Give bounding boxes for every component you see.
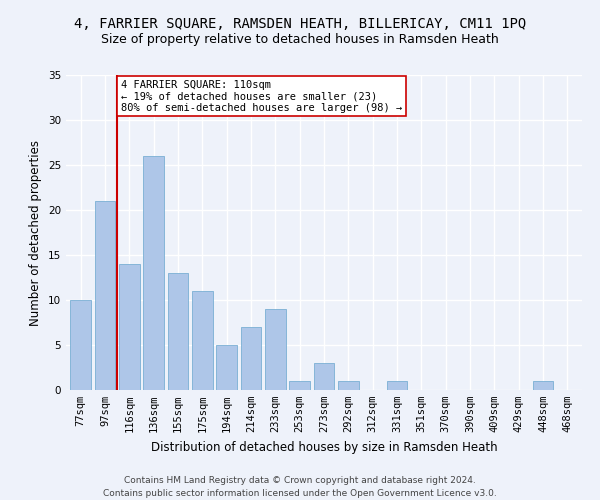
X-axis label: Distribution of detached houses by size in Ramsden Heath: Distribution of detached houses by size … — [151, 440, 497, 454]
Bar — [192, 291, 212, 390]
Bar — [289, 381, 310, 390]
Bar — [70, 300, 91, 390]
Bar — [386, 381, 407, 390]
Bar — [95, 201, 115, 390]
Text: 4 FARRIER SQUARE: 110sqm
← 19% of detached houses are smaller (23)
80% of semi-d: 4 FARRIER SQUARE: 110sqm ← 19% of detach… — [121, 80, 402, 112]
Text: 4, FARRIER SQUARE, RAMSDEN HEATH, BILLERICAY, CM11 1PQ: 4, FARRIER SQUARE, RAMSDEN HEATH, BILLER… — [74, 18, 526, 32]
Bar — [338, 381, 359, 390]
Bar — [241, 327, 262, 390]
Text: Contains HM Land Registry data © Crown copyright and database right 2024.
Contai: Contains HM Land Registry data © Crown c… — [103, 476, 497, 498]
Y-axis label: Number of detached properties: Number of detached properties — [29, 140, 43, 326]
Bar — [143, 156, 164, 390]
Bar — [265, 309, 286, 390]
Bar — [314, 363, 334, 390]
Text: Size of property relative to detached houses in Ramsden Heath: Size of property relative to detached ho… — [101, 32, 499, 46]
Bar — [216, 345, 237, 390]
Bar — [167, 273, 188, 390]
Bar — [119, 264, 140, 390]
Bar — [533, 381, 553, 390]
